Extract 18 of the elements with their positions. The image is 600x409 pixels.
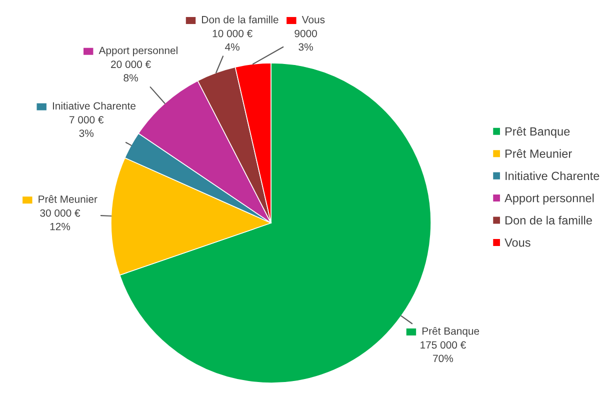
data-label: 30 000 € 12% — [40, 209, 80, 230]
legend-label: Prêt Banque — [505, 126, 570, 138]
legend-label: Don de la famille — [202, 16, 278, 24]
legend-label: Vous — [302, 16, 325, 24]
slice-label: Prêt Banque — [422, 327, 480, 337]
data-label: 175 000 € 70% — [420, 341, 466, 362]
data-label: 10 000 € 4% — [212, 30, 252, 51]
category-label: Initiative Charente — [506, 171, 600, 180]
legend-label: Prêt Meunier — [38, 195, 98, 203]
legend-label: Apport personnel — [98, 46, 178, 56]
category-label: Vous — [504, 238, 530, 247]
category-label: Don de la famille — [505, 216, 592, 225]
category-label: Apport personnel — [504, 194, 594, 205]
data-label: 9000 3% — [294, 30, 317, 51]
data-label: 20 000 € 8% — [111, 60, 151, 82]
legend-label: Initiative Charente — [52, 102, 136, 110]
category-label: Prêt Meunier — [505, 149, 572, 158]
data-label: 7 000 € 3% — [70, 116, 104, 137]
